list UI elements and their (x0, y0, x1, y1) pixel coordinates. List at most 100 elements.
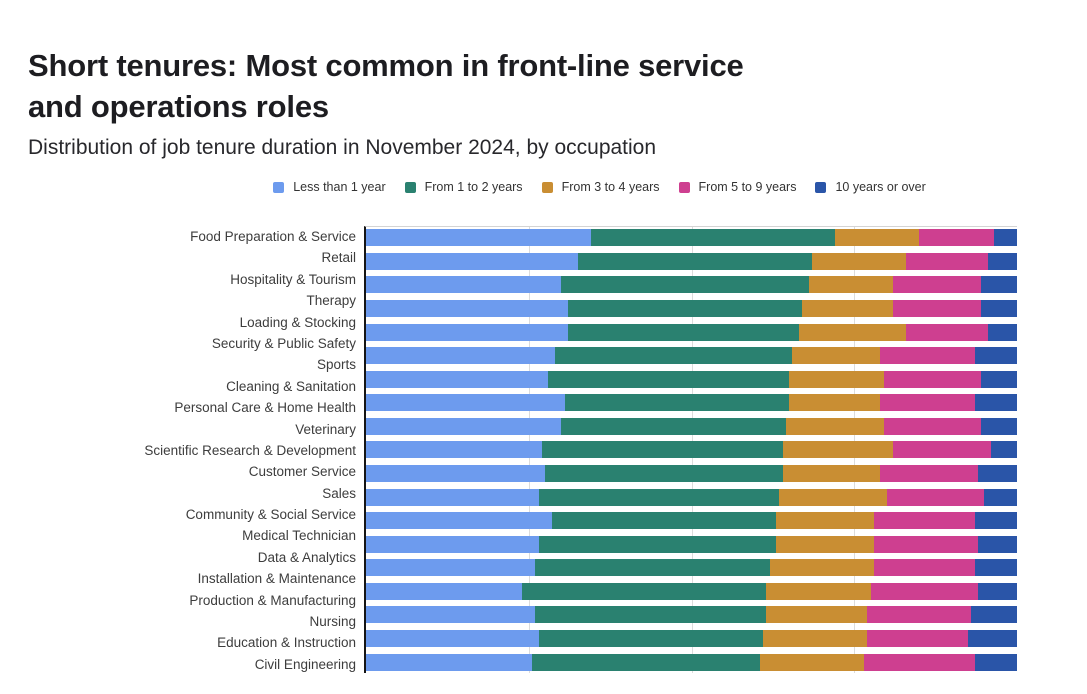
bar-row (366, 370, 1017, 392)
chart-legend: Less than 1 year From 1 to 2 years From 3 … (112, 180, 1087, 194)
bar-segment (789, 394, 881, 412)
legend-label: From 3 to 4 years (561, 180, 660, 194)
bar-segment (873, 559, 975, 577)
bar-segment (366, 229, 591, 247)
bar-row (366, 394, 1017, 415)
legend-label: From 1 to 2 years (424, 180, 523, 194)
page-title-line1: Short tenures: Most common in front-line… (28, 47, 744, 83)
category-label: Sales (322, 485, 356, 501)
bar-segment (366, 347, 555, 365)
legend-item: Less than 1 year (273, 180, 386, 194)
bar-segment (994, 229, 1017, 247)
bar-segment (782, 441, 894, 459)
legend-item: From 3 to 4 years (541, 180, 660, 194)
category-label: Cleaning & Sanitation (226, 378, 356, 394)
bar-segment (561, 276, 809, 294)
bar-segment (789, 370, 884, 388)
bar-segment (535, 606, 767, 624)
category-labels: Food Preparation & Service Retail Hospital… (0, 226, 364, 673)
bar-segment (893, 276, 982, 294)
bar-segment (366, 464, 546, 482)
bar-segment (366, 276, 562, 294)
bar-row (366, 252, 1017, 274)
bar-segment (870, 582, 978, 600)
bar-segment (366, 417, 562, 435)
bar-segment (366, 394, 565, 412)
bar-segment (906, 323, 988, 341)
bar-segment (776, 512, 874, 530)
category-label: Nursing (309, 614, 356, 630)
bar-segment (366, 630, 539, 648)
bar-segment (867, 630, 969, 648)
category-label: Education & Instruction (217, 635, 356, 651)
bar-segment (538, 488, 780, 506)
bar-segment (974, 512, 1017, 530)
bar-segment (567, 323, 799, 341)
bar-row (366, 535, 1017, 557)
legend-swatch-icon (404, 181, 416, 193)
stacked-bar (366, 441, 1017, 459)
bar-segment (886, 488, 985, 506)
stacked-bar (366, 464, 1017, 482)
bar-segment (990, 441, 1017, 459)
stacked-bar (366, 417, 1017, 435)
bar-segment (906, 252, 988, 270)
bar-segment (366, 559, 536, 577)
legend-swatch-icon (815, 181, 827, 193)
bar-row (366, 299, 1017, 321)
bar-segment (798, 323, 907, 341)
bar-segment (977, 464, 1017, 482)
bar-row (366, 229, 1017, 250)
bar-segment (987, 323, 1017, 341)
category-label: Food Preparation & Service (190, 229, 356, 244)
bar-row (366, 417, 1017, 439)
stacked-bar (366, 347, 1017, 365)
bar-segment (545, 464, 783, 482)
bar-segment (590, 229, 835, 247)
bar-row (366, 630, 1017, 651)
bar-segment (551, 512, 777, 530)
bar-segment (984, 488, 1017, 506)
stacked-bar (366, 323, 1017, 341)
stacked-bar (366, 582, 1017, 600)
stacked-bar (366, 653, 1017, 671)
bar-segment (880, 347, 975, 365)
bar-segment (974, 653, 1017, 671)
bar-segment (366, 535, 539, 553)
legend-swatch-icon (678, 181, 690, 193)
bar-row (366, 653, 1017, 673)
bar-segment (561, 417, 786, 435)
bar-segment (766, 606, 868, 624)
bar-segment (366, 370, 549, 388)
stacked-bar (366, 630, 1017, 648)
bar-segment (782, 464, 881, 482)
bar-row (366, 347, 1017, 368)
legend-item: 10 years or over (815, 180, 926, 194)
bar-row (366, 512, 1017, 533)
category-label: Data & Analytics (257, 549, 356, 565)
legend-swatch-icon (273, 181, 285, 193)
bar-segment (867, 606, 972, 624)
category-label: Sports (316, 357, 356, 373)
bar-segment (977, 535, 1017, 553)
bar-segment (532, 653, 760, 671)
category-label: Veterinary (295, 421, 356, 437)
bar-segment (567, 299, 803, 317)
category-label: Hospitality & Tourism (230, 271, 356, 287)
category-label: Loading & Stocking (239, 314, 356, 330)
legend-item: From 5 to 9 years (678, 180, 796, 194)
bar-segment (366, 653, 532, 671)
category-label: Security & Public Safety (211, 335, 356, 351)
bar-segment (366, 441, 542, 459)
bar-segment (792, 347, 881, 365)
bar-row (366, 559, 1017, 580)
bar-segment (779, 488, 887, 506)
bar-segment (977, 582, 1017, 600)
bar-segment (776, 535, 874, 553)
bar-segment (766, 582, 871, 600)
bar-segment (811, 252, 907, 270)
plot-area (364, 226, 1017, 673)
bar-segment (763, 630, 868, 648)
bar-row (366, 464, 1017, 486)
bar-segment (802, 299, 894, 317)
